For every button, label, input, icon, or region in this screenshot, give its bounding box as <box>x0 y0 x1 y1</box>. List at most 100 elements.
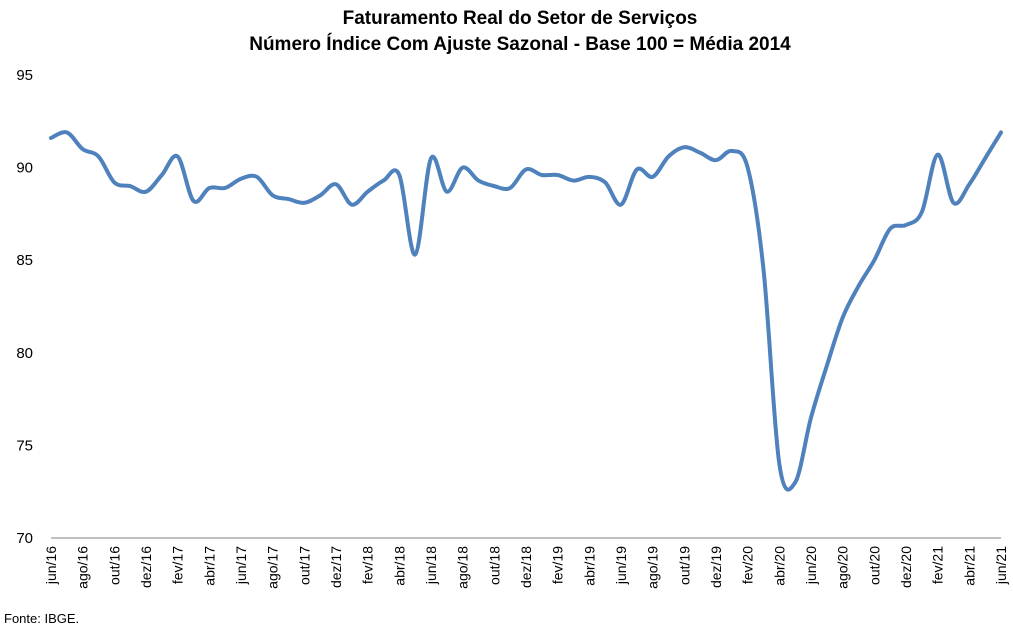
data-point <box>477 179 481 183</box>
data-point <box>952 201 956 205</box>
x-tick-label: jun/20 <box>803 546 819 585</box>
data-point <box>239 177 243 181</box>
data-point <box>920 210 924 214</box>
source-note: Fonte: IBGE. <box>4 611 80 626</box>
x-tick-label: jun/21 <box>993 546 1009 585</box>
data-point <box>872 258 876 262</box>
data-point <box>112 180 116 184</box>
chart-title-line-2: Número Índice Com Ajuste Sazonal - Base … <box>249 34 791 55</box>
data-point <box>651 175 655 179</box>
data-point <box>841 316 845 320</box>
data-point <box>524 167 528 171</box>
data-point <box>461 166 465 170</box>
data-point <box>540 173 544 177</box>
x-tick-label: fev/17 <box>170 546 186 584</box>
x-tick-label: abr/17 <box>201 546 217 586</box>
x-tick-label: jun/18 <box>423 546 439 585</box>
x-tick-label: dez/20 <box>898 546 914 588</box>
data-point <box>730 149 734 153</box>
x-tick-label: fev/18 <box>360 546 376 584</box>
data-point <box>572 179 576 183</box>
x-tick-label: fev/20 <box>740 546 756 584</box>
data-point <box>366 190 370 194</box>
x-tick-label: dez/19 <box>708 546 724 588</box>
data-point <box>857 284 861 288</box>
data-point <box>603 180 607 184</box>
chart-title-line-1: Faturamento Real do Setor de Serviços <box>342 8 698 29</box>
x-tick-label: abr/19 <box>581 546 597 586</box>
data-point <box>777 462 781 466</box>
y-tick-label: 80 <box>16 345 33 362</box>
y-tick-label: 75 <box>16 437 33 454</box>
y-tick-label: 70 <box>16 530 33 547</box>
series-line <box>49 130 1003 492</box>
x-tick-label: abr/18 <box>391 546 407 586</box>
data-point <box>825 364 829 368</box>
data-point <box>160 173 164 177</box>
y-tick-label: 95 <box>16 67 33 84</box>
x-tick-label: ago/18 <box>455 546 471 589</box>
data-point <box>888 227 892 231</box>
data-point <box>904 223 908 227</box>
chart-title: Faturamento Real do Setor de Serviços Nú… <box>0 6 1013 58</box>
data-point <box>128 184 132 188</box>
x-tick-label: jun/19 <box>613 546 629 585</box>
data-point <box>302 201 306 205</box>
data-point <box>81 147 85 151</box>
x-tick-label: dez/16 <box>138 546 154 588</box>
data-point <box>207 186 211 190</box>
data-point <box>635 167 639 171</box>
data-point <box>97 154 101 158</box>
y-axis: 70 75 80 85 90 95 <box>16 67 33 547</box>
x-tick-label: dez/17 <box>328 546 344 588</box>
data-point <box>667 154 671 158</box>
data-point <box>682 145 686 149</box>
data-point <box>287 197 291 201</box>
data-point <box>809 416 813 420</box>
x-tick-label: out/20 <box>866 546 882 585</box>
data-point <box>936 153 940 157</box>
x-tick-label: out/18 <box>486 546 502 585</box>
x-tick-label: jun/16 <box>43 546 59 585</box>
x-tick-label: ago/16 <box>75 546 91 589</box>
x-tick-label: abr/20 <box>771 546 787 586</box>
data-point <box>49 136 53 140</box>
data-point <box>746 166 750 170</box>
data-point <box>762 267 766 271</box>
y-tick-label: 85 <box>16 252 33 269</box>
data-point <box>413 253 417 257</box>
plot-area <box>49 130 1003 492</box>
data-point <box>556 173 560 177</box>
data-point <box>429 156 433 160</box>
data-point <box>271 193 275 197</box>
data-point <box>999 130 1003 134</box>
x-tick-label: fev/19 <box>550 546 566 584</box>
data-point <box>698 151 702 155</box>
data-point <box>492 184 496 188</box>
x-tick-label: fev/21 <box>930 546 946 584</box>
data-point <box>144 190 148 194</box>
data-point <box>65 130 69 134</box>
data-point <box>983 156 987 160</box>
data-point <box>445 190 449 194</box>
data-point <box>382 179 386 183</box>
x-tick-label: out/16 <box>106 546 122 585</box>
data-point <box>350 203 354 207</box>
x-axis: jun/16 ago/16 out/16 dez/16 fev/17 abr/17 jun/… <box>43 537 1009 589</box>
data-point <box>619 203 623 207</box>
data-point <box>714 158 718 162</box>
x-tick-label: ago/17 <box>265 546 281 589</box>
data-point <box>192 199 196 203</box>
data-point <box>223 186 227 190</box>
y-tick-label: 90 <box>16 160 33 177</box>
x-tick-label: jun/17 <box>233 546 249 585</box>
x-tick-label: abr/21 <box>961 546 977 586</box>
data-point <box>508 186 512 190</box>
data-point <box>255 175 259 179</box>
data-point <box>587 175 591 179</box>
data-point <box>334 182 338 186</box>
x-tick-label: out/17 <box>296 546 312 585</box>
x-tick-label: out/19 <box>676 546 692 585</box>
x-tick-label: ago/20 <box>835 546 851 589</box>
